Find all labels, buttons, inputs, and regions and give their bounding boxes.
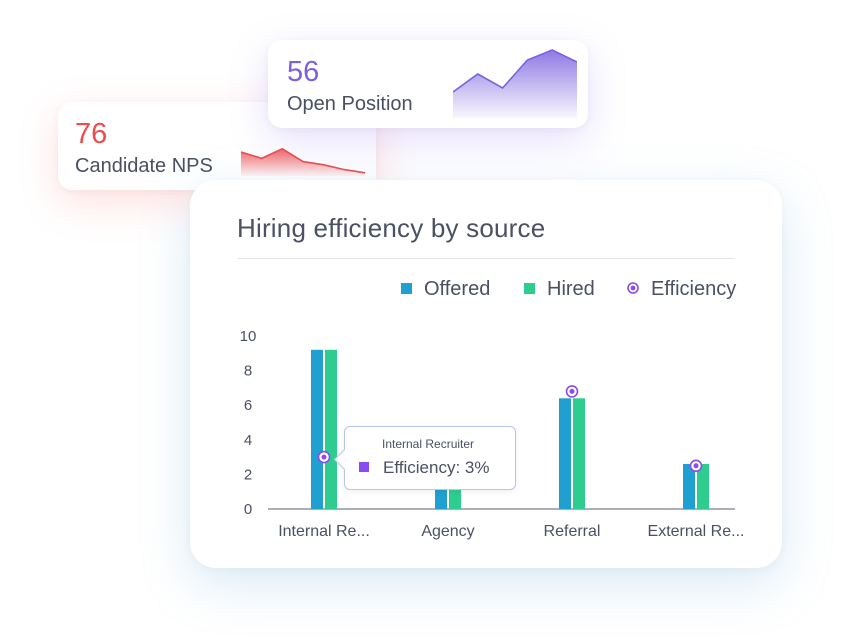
- y-tick-label-8: 8: [244, 363, 252, 380]
- candidate-nps-spark-line: [241, 147, 365, 174]
- chart-legend: Offered Hired Efficiency: [401, 278, 736, 300]
- legend-efficiency-label: Efficiency: [651, 278, 736, 300]
- bar-hired-3[interactable]: [697, 464, 709, 509]
- plot-area: 0 2 4 6 8 10 Internal Re... Agency Referral Exter…: [240, 328, 745, 540]
- chart-title: Hiring efficiency by source: [237, 213, 546, 243]
- efficiency-point-dot-0: [321, 454, 327, 460]
- efficiency-point-dot-2: [569, 388, 575, 394]
- y-tick-label-2: 2: [244, 466, 252, 483]
- tooltip-title: Internal Recruiter: [382, 437, 475, 451]
- title-divider: [237, 258, 735, 259]
- bar-hired-1[interactable]: [449, 488, 461, 509]
- bar-offered-2[interactable]: [559, 398, 571, 509]
- bar-hired-0[interactable]: [325, 349, 337, 509]
- open-position-label: Open Position: [287, 93, 413, 115]
- candidate-nps-sparkline: [241, 147, 365, 176]
- hiring-efficiency-card: Hiring efficiency by source Offered Hire…: [190, 180, 782, 568]
- x-category-label-2: Referral: [544, 523, 601, 540]
- legend-offered-swatch: [401, 283, 412, 294]
- open-position-sparkline: [453, 49, 577, 118]
- candidate-nps-label: Candidate NPS: [75, 155, 213, 177]
- legend-efficiency-dot: [630, 285, 636, 291]
- bar-hired-2[interactable]: [573, 398, 585, 509]
- candidate-nps-value: 76: [75, 118, 108, 150]
- y-tick-label-6: 6: [244, 397, 252, 414]
- x-category-label-0: Internal Re...: [278, 523, 370, 540]
- bar-offered-3[interactable]: [683, 464, 695, 509]
- bar-offered-0[interactable]: [311, 349, 323, 509]
- legend-hired-label: Hired: [547, 278, 595, 300]
- y-tick-label-10: 10: [240, 328, 257, 345]
- legend-hired-swatch: [524, 283, 535, 294]
- bar-offered-1[interactable]: [435, 488, 447, 509]
- open-position-value: 56: [287, 56, 320, 88]
- open-position-card: 56 Open Position: [268, 40, 588, 128]
- open-position-spark-area: [453, 50, 577, 118]
- x-category-label-1: Agency: [421, 523, 474, 540]
- y-tick-label-4: 4: [244, 432, 252, 449]
- tooltip-efficiency-value: Efficiency: 3%: [383, 458, 490, 477]
- tooltip-efficiency-swatch: [359, 462, 369, 472]
- y-tick-label-0: 0: [244, 501, 252, 518]
- chart-tooltip: Internal Recruiter Efficiency: 3%: [333, 426, 516, 490]
- open-position-spark-line: [453, 49, 577, 93]
- x-category-label-3: External Re...: [648, 523, 745, 540]
- legend-offered-label: Offered: [424, 278, 490, 300]
- efficiency-point-dot-3: [693, 463, 699, 469]
- hiring-efficiency-chart: Offered Hired Efficiency 0 2 4 6 8 10 Internal…: [240, 278, 745, 540]
